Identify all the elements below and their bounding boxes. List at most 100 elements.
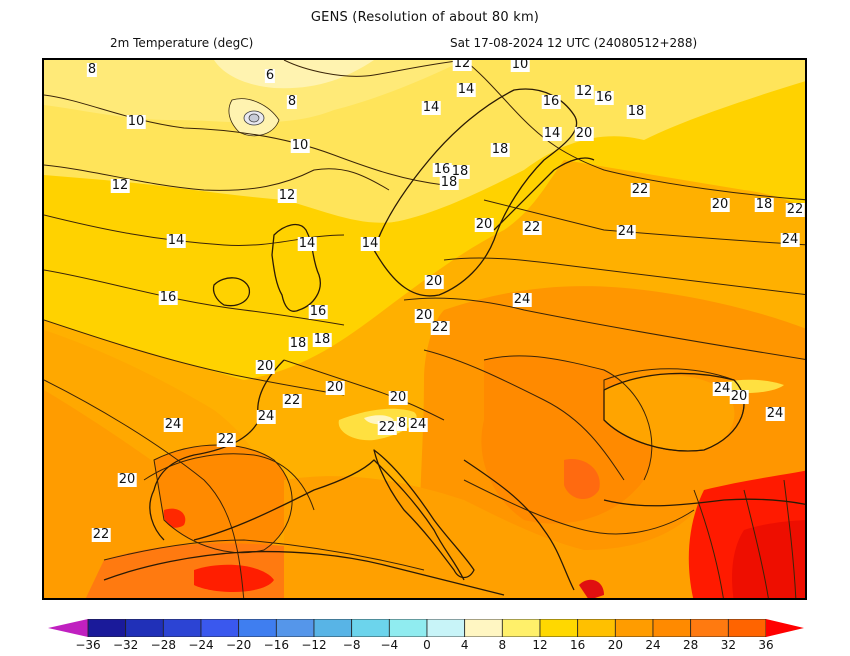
colorbar-segment [539, 619, 579, 637]
temperature-field [44, 60, 805, 598]
contour-label: 22 [282, 393, 302, 408]
contour-label: 18 [439, 175, 459, 190]
contour-label: 22 [91, 527, 111, 542]
colorbar-segment [652, 619, 692, 637]
colorbar-segment [275, 619, 315, 637]
contour-label: 10 [510, 58, 530, 72]
contour-label: 12 [574, 84, 594, 99]
contour-label: 8 [86, 62, 98, 77]
colorbar-segment [690, 619, 729, 637]
chart-title: GENS (Resolution of about 80 km) [310, 10, 540, 25]
colorbar-ticks: −36 −32 −28 −24 −20 −16 −12 −8 −4 0 4 8 12 16 20 24 28 32… [0, 638, 850, 654]
colorbar-tick-label: −8 [342, 638, 361, 652]
contour-label: 20 [424, 274, 444, 289]
colorbar-segment [614, 619, 654, 637]
colorbar-segment [426, 619, 466, 637]
valid-time-label: Sat 17-08-2024 12 UTC (24080512+288) [450, 36, 698, 50]
colorbar-tick-label: 12 [532, 638, 548, 652]
contour-label: 10 [126, 114, 146, 129]
contour-label: 14 [542, 126, 562, 141]
contour-label: 24 [256, 409, 276, 424]
contour-label: 22 [430, 320, 450, 335]
colorbar-segment [200, 619, 240, 637]
colorbar-tick-label: 32 [720, 638, 736, 652]
contour-label: 20 [729, 389, 749, 404]
colorbar-segment [501, 619, 541, 637]
colorbar-tick-label: −12 [301, 638, 327, 652]
contour-label: 18 [450, 164, 470, 179]
colorbar-segment [125, 619, 164, 637]
contour-label: 22 [377, 420, 397, 435]
contour-label: 24 [163, 417, 183, 432]
contour-label: 14 [456, 82, 476, 97]
colorbar-tick-label: −36 [75, 638, 101, 652]
contour-label: 18 [754, 197, 774, 212]
contour-label: 16 [308, 304, 328, 319]
colorbar-tick-label: 8 [498, 638, 507, 652]
contour-label: 24 [408, 417, 428, 432]
contour-label: 20 [325, 380, 345, 395]
contour-label: 24 [780, 232, 800, 247]
colorbar-segment [577, 619, 616, 637]
contour-label: 12 [110, 178, 130, 193]
colorbar-tick-label: 28 [683, 638, 699, 652]
contour-label: 20 [414, 308, 434, 323]
contour-label: 8 [396, 416, 408, 431]
contour-label: 12 [452, 58, 472, 71]
colorbar-segment [238, 619, 277, 637]
contour-label: 20 [710, 197, 730, 212]
contour-label: 24 [616, 224, 636, 239]
colorbar-tick-label: 16 [570, 638, 586, 652]
colorbar-segment [727, 619, 767, 637]
contour-label: 14 [166, 233, 186, 248]
contour-label: 16 [432, 162, 452, 177]
colorbar-segment [313, 619, 353, 637]
colorbar-tick-label: 24 [645, 638, 661, 652]
contour-label: 14 [360, 236, 380, 251]
contour-label: 20 [574, 126, 594, 141]
contour-label: 18 [490, 142, 510, 157]
contour-label: 22 [785, 202, 805, 217]
contour-label: 16 [158, 290, 178, 305]
colorbar-tick-label: 0 [423, 638, 431, 652]
contour-label: 18 [626, 104, 646, 119]
colorbar-segment [87, 619, 127, 637]
contour-label: 14 [297, 236, 317, 251]
colorbar-segment [464, 619, 503, 637]
contour-label: 24 [712, 381, 732, 396]
contour-label: 6 [264, 68, 276, 83]
contour-label: 24 [512, 292, 532, 307]
colorbar-tick-label: 20 [607, 638, 623, 652]
contour-label: 22 [522, 220, 542, 235]
contour-label: 16 [594, 90, 614, 105]
colorbar-under-arrow [48, 619, 88, 637]
colorbar [48, 619, 804, 637]
colorbar-segment [388, 619, 428, 637]
colorbar-tick-label: −24 [188, 638, 214, 652]
contour-label: 8 [286, 94, 298, 109]
colorbar-tick-label: 36 [758, 638, 774, 652]
variable-label: 2m Temperature (degC) [110, 36, 254, 50]
contour-label: 12 [277, 188, 297, 203]
contour-label: 24 [765, 406, 785, 421]
contour-label: 20 [117, 472, 137, 487]
colorbar-tick-label: −4 [380, 638, 399, 652]
colorbar-over-arrow [766, 619, 804, 637]
contour-label: 18 [312, 332, 332, 347]
contour-label: 22 [216, 432, 236, 447]
temperature-map: 8 6 8 10 10 12 12 12 10 14 14 14 14 14 16 12 16 14 20 18 16 1… [42, 58, 807, 600]
contour-label: 14 [421, 100, 441, 115]
contour-label: 16 [541, 94, 561, 109]
colorbar-tick-label: −20 [225, 638, 252, 652]
colorbar-segment [351, 619, 390, 637]
colorbar-tick-label: 4 [460, 638, 469, 652]
contour-label: 20 [388, 390, 408, 405]
colorbar-segment [162, 619, 202, 637]
contour-label: 20 [255, 359, 275, 374]
contour-label: 10 [290, 138, 310, 153]
colorbar-tick-label: −28 [150, 638, 176, 652]
contour-label: 18 [288, 336, 308, 351]
contour-label: 22 [630, 182, 650, 197]
contour-label: 20 [474, 217, 494, 232]
colorbar-tick-label: −32 [112, 638, 139, 652]
